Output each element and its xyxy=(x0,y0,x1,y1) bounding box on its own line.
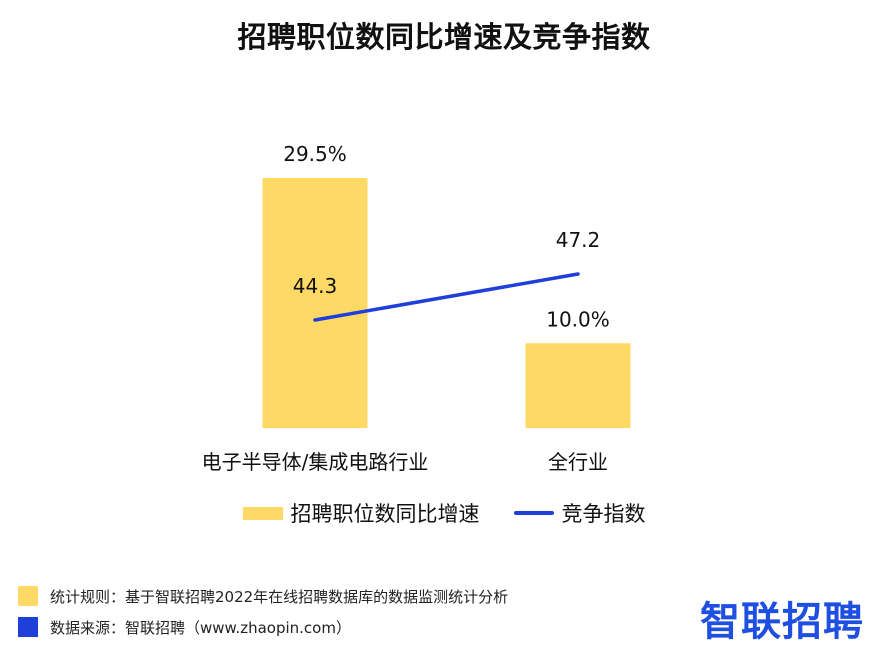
bar xyxy=(262,178,368,428)
chart-area: 29.5% 10.0% 44.3 47.2 电子半导体/集成电路行业 全行业 xyxy=(202,142,631,474)
note-source-marker xyxy=(18,617,38,637)
legend-swatch-line xyxy=(513,511,554,515)
note-source-text: 数据来源：智联招聘（www.zhaopin.com） xyxy=(50,618,351,637)
line-data-label: 44.3 xyxy=(293,274,338,298)
legend-label-bar: 招聘职位数同比增速 xyxy=(290,502,480,526)
line-data-label: 47.2 xyxy=(556,228,601,252)
legend-label-line: 竞争指数 xyxy=(561,502,646,526)
note-rule: 统计规则：基于智联招聘2022年在线招聘数据库的数据监测统计分析 xyxy=(18,583,508,609)
bar xyxy=(525,343,631,428)
category-label: 全行业 xyxy=(548,450,608,474)
note-rule-text: 统计规则：基于智联招聘2022年在线招聘数据库的数据监测统计分析 xyxy=(50,587,509,606)
note-rule-marker xyxy=(18,586,38,606)
category-label: 电子半导体/集成电路行业 xyxy=(202,450,429,474)
footnotes: 统计规则：基于智联招聘2022年在线招聘数据库的数据监测统计分析 数据来源：智联… xyxy=(18,583,508,645)
bar-data-label: 29.5% xyxy=(283,142,347,166)
legend-item-line: 竞争指数 xyxy=(513,498,646,528)
bar-data-label: 10.0% xyxy=(546,307,610,331)
chart-title: 招聘职位数同比增速及竞争指数 xyxy=(237,20,651,54)
legend: 招聘职位数同比增速 竞争指数 xyxy=(0,498,888,528)
zhaopin-logo: 智联招聘 xyxy=(700,599,864,645)
note-source: 数据来源：智联招聘（www.zhaopin.com） xyxy=(18,614,508,640)
line-series xyxy=(313,272,580,322)
legend-swatch-bar xyxy=(242,506,283,520)
legend-item-bar: 招聘职位数同比增速 xyxy=(242,498,480,528)
